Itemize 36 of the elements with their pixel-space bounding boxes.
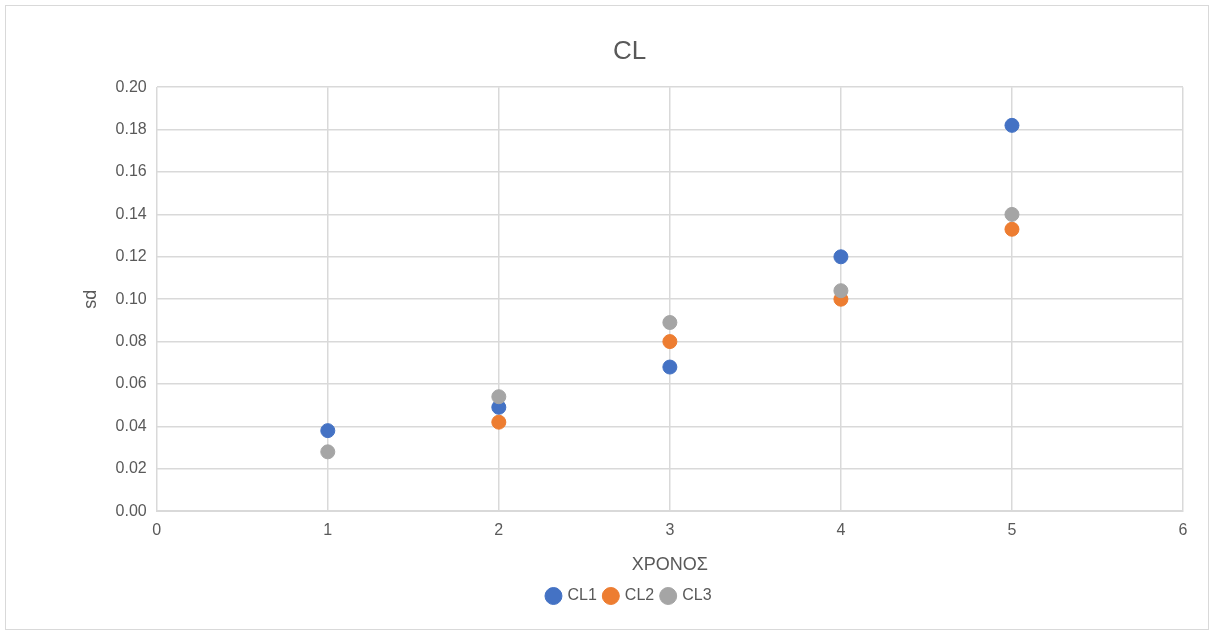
- x-tick-label: 3: [665, 521, 675, 539]
- y-tick-label: 0.06: [115, 374, 147, 392]
- point: [1004, 221, 1020, 237]
- point: [320, 423, 336, 439]
- point: [833, 283, 849, 299]
- y-tick-label: 0.14: [115, 204, 147, 222]
- chart-title: CL: [612, 34, 647, 65]
- point: [662, 315, 678, 331]
- legend-label: CL1: [567, 586, 597, 604]
- x-tick-label: 0: [152, 521, 162, 539]
- y-tick-label: 0.08: [115, 332, 147, 350]
- y-tick-label: 0.20: [115, 77, 147, 95]
- y-tick-label: 0.10: [115, 289, 147, 307]
- x-tick-label: 1: [323, 521, 333, 539]
- y-tick-label: 0.00: [115, 501, 147, 519]
- x-tick-label: 6: [1178, 521, 1188, 539]
- y-tick-label: 0.12: [115, 247, 147, 265]
- legend-label: CL3: [682, 586, 712, 604]
- x-tick-label: 5: [1007, 521, 1017, 539]
- x-axis-title: ΧΡΟΝΟΣ: [631, 554, 708, 575]
- point: [662, 334, 678, 350]
- y-tick-label: 0.02: [115, 459, 147, 477]
- x-tick-label: 4: [836, 521, 846, 539]
- y-tick-label: 0.16: [115, 162, 147, 180]
- y-axis-title: sd: [79, 289, 100, 309]
- x-tick-label: 2: [494, 521, 504, 539]
- y-tick-label: 0.04: [115, 416, 147, 434]
- point: [662, 359, 678, 375]
- point: [833, 249, 849, 265]
- point: [1004, 117, 1020, 133]
- point: [491, 414, 507, 430]
- point: [1004, 206, 1020, 222]
- y-tick-label: 0.18: [115, 120, 147, 138]
- point: [320, 444, 336, 460]
- legend-label: CL2: [624, 586, 655, 604]
- point: [491, 389, 507, 405]
